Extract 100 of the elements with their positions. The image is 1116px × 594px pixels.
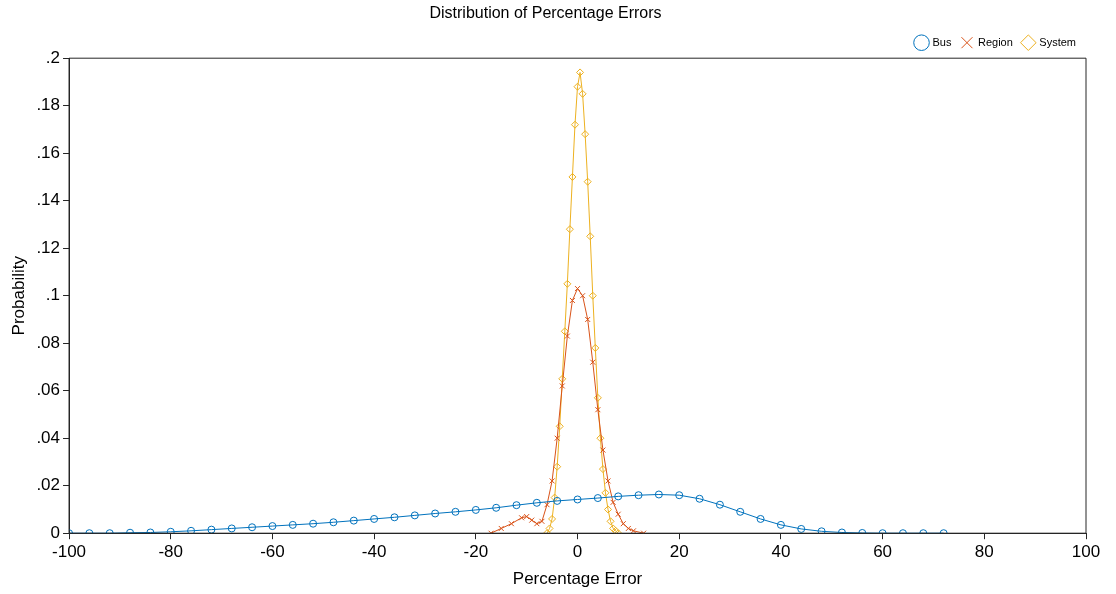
point [512,501,521,510]
point [586,232,595,241]
point [578,89,587,98]
point [390,513,399,522]
y-tick-label: .06 [36,380,61,400]
x-tick-label: -100 [52,542,87,562]
point [431,509,440,518]
point [625,525,632,532]
x-tick-label: -60 [260,542,285,562]
point [528,517,535,524]
point [559,382,566,389]
point [554,435,561,442]
y-tick-label: .02 [36,475,61,495]
point [604,505,613,514]
point [410,511,419,520]
point [523,513,530,520]
point [471,505,480,514]
point [538,518,545,525]
point [715,500,724,509]
point [797,524,806,533]
y-tick-label: .12 [36,237,61,257]
point [268,522,277,531]
point [620,520,627,527]
point [817,527,826,534]
x-tick-label: 40 [771,542,791,562]
point [545,524,554,533]
point [555,422,564,431]
point [548,514,557,523]
x-tick-label: -20 [463,542,489,562]
x-tick-label: 80 [974,542,994,562]
y-tick-label: .2 [45,47,61,67]
point [654,490,663,499]
y-tick-label: .04 [36,427,61,447]
point [599,447,606,454]
point [736,507,745,516]
point [596,434,605,443]
point [589,359,596,366]
chart-title: Distribution of Percentage Errors [429,4,662,22]
y-tick-label: .18 [36,95,61,115]
point [564,333,571,340]
point [518,514,525,521]
legend-label: Region [977,35,1013,48]
point [610,499,617,506]
x-tick-label: -40 [361,542,387,562]
point [329,518,338,527]
point [598,465,607,474]
y-tick-label: .14 [36,190,61,210]
point [558,374,567,383]
point [601,488,610,497]
x-tick-label: 100 [1071,542,1101,562]
point [451,507,460,516]
point [533,520,540,527]
y-tick-label: 0 [50,522,61,542]
point [573,82,582,91]
point [593,494,602,503]
point [588,291,597,300]
point [776,520,785,529]
x-tick-label: 20 [669,542,689,562]
point [615,511,622,518]
point [370,514,379,523]
point [207,525,216,534]
point [508,520,515,527]
point [594,406,601,413]
point [187,526,196,534]
y-tick-label: .08 [36,332,61,352]
point [166,527,175,534]
x-tick-label: 0 [572,542,583,562]
point [591,343,600,352]
point [614,492,623,501]
point [248,523,257,532]
point [606,517,615,526]
x-tick-label: -80 [158,542,184,562]
point [568,172,577,181]
point [634,491,643,500]
point [583,177,592,186]
point [560,327,569,336]
y-axis-title: Probability [8,255,28,336]
point [593,393,602,402]
point [492,503,501,512]
point [349,516,358,525]
point [553,462,562,471]
x-axis-title: Percentage Error [512,569,643,589]
point [544,501,550,508]
point [288,520,297,529]
point [675,491,684,500]
x-tick-label: 60 [873,542,893,562]
point [309,519,318,528]
point [576,68,585,77]
point [227,524,236,533]
point [573,495,582,504]
point [581,130,590,139]
y-tick-label: .16 [36,142,61,162]
point [695,494,704,503]
point [584,316,591,323]
point [549,477,556,484]
point [498,525,505,532]
point [532,498,541,507]
point [605,477,611,484]
point [570,120,579,129]
legend-label: Bus [932,35,952,48]
